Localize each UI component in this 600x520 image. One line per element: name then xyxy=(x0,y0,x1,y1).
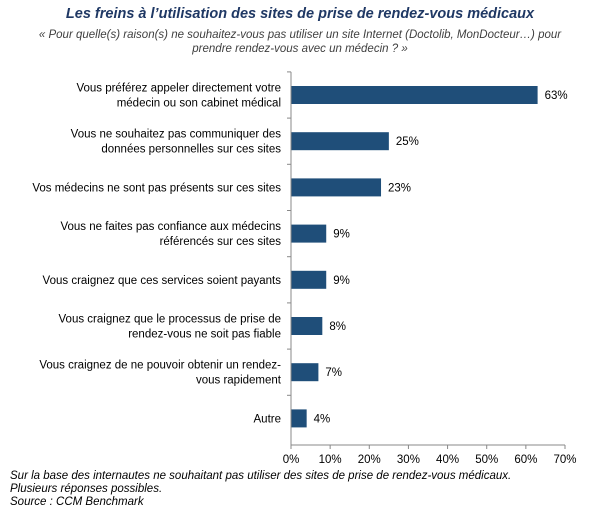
x-tick-label-4: 40% xyxy=(436,454,459,466)
value-label-6: 7% xyxy=(325,367,342,379)
x-tick-label-0: 0% xyxy=(283,454,300,466)
category-label-7-line-0: Autre xyxy=(254,413,282,425)
category-label-6: Vous craignez de ne pouvoir obtenir un r… xyxy=(39,360,281,387)
bar-4 xyxy=(291,270,327,289)
category-label-0: Vous préférez appeler directement votre m… xyxy=(76,83,281,110)
category-label-3-line-0: Vous ne faites pas confiance aux médecin… xyxy=(60,221,281,233)
x-tick-label-6: 60% xyxy=(514,454,537,466)
footnote-multiple-answers: Plusieurs réponses possibles. xyxy=(10,483,163,495)
bar-2 xyxy=(291,178,382,197)
footnote-base: Sur la base des internautes ne souhaitan… xyxy=(10,470,512,482)
value-labels: 63% 25% 23% 9% 9% 8% 7% 4% xyxy=(314,90,568,425)
value-label-7: 4% xyxy=(314,413,331,425)
category-label-5-line-1: rendez-vous ne soit pas fiable xyxy=(128,329,281,341)
value-label-0: 63% xyxy=(545,90,568,102)
value-label-3: 9% xyxy=(333,229,350,241)
x-tick-label-1: 10% xyxy=(319,454,342,466)
category-label-6-line-1: vous rapidement xyxy=(196,375,282,387)
category-labels: Vous préférez appeler directement votre m… xyxy=(32,83,281,426)
value-label-2: 23% xyxy=(388,182,411,194)
category-label-6-line-0: Vous craignez de ne pouvoir obtenir un r… xyxy=(39,360,281,372)
category-label-5: Vous craignez que le processus de prise … xyxy=(59,314,281,341)
category-label-0-line-0: Vous préférez appeler directement votre xyxy=(76,83,281,95)
bar-0 xyxy=(291,86,538,104)
category-label-3: Vous ne faites pas confiance aux médecin… xyxy=(60,221,281,248)
category-label-5-line-0: Vous craignez que le processus de prise … xyxy=(59,314,281,326)
x-tick-label-5: 50% xyxy=(475,454,498,466)
value-label-4: 9% xyxy=(333,275,350,287)
bar-3 xyxy=(291,224,327,243)
chart-title: Les freins à l’utilisation des sites de … xyxy=(65,6,535,22)
category-label-2-line-0: Vos médecins ne sont pas présents sur ce… xyxy=(32,182,281,194)
bar-5 xyxy=(291,317,323,335)
footnote-source: Source : CCM Benchmark xyxy=(10,496,144,508)
value-label-1: 25% xyxy=(396,136,419,148)
bar-7 xyxy=(291,409,307,428)
category-label-1: Vous ne souhaitez pas communiquer des don… xyxy=(71,129,282,156)
bar-6 xyxy=(291,363,319,382)
category-label-4-line-0: Vous craignez que ces services soient pa… xyxy=(43,275,282,287)
category-label-7: Autre xyxy=(254,413,282,425)
bar-1 xyxy=(291,132,389,151)
category-label-0-line-1: médecin ou son cabinet médical xyxy=(117,98,281,110)
category-label-3-line-1: référencés sur ces sites xyxy=(160,236,282,248)
footnote: Sur la base des internautes ne souhaitan… xyxy=(10,470,595,509)
category-label-2: Vos médecins ne sont pas présents sur ce… xyxy=(32,182,281,194)
chart-subtitle: « Pour quelle(s) raison(s) ne souhaitez-… xyxy=(38,29,562,55)
bar-chart: Vous préférez appeler directement votre m… xyxy=(32,71,577,466)
category-label-1-line-1: données personnelles sur ces sites xyxy=(101,144,281,156)
category-label-4: Vous craignez que ces services soient pa… xyxy=(43,275,282,287)
x-tick-label-7: 70% xyxy=(553,454,576,466)
x-tick-label-3: 30% xyxy=(397,454,420,466)
category-label-1-line-0: Vous ne souhaitez pas communiquer des xyxy=(71,129,282,141)
bars-layer xyxy=(291,86,538,428)
value-label-5: 8% xyxy=(329,321,346,333)
x-axis: 0% 10% 20% 30% 40% 50% 60% 70% xyxy=(283,71,577,466)
x-tick-label-2: 20% xyxy=(358,454,381,466)
